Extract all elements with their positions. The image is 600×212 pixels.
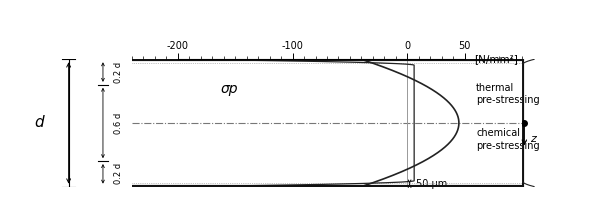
Text: [N/mm²]: [N/mm²] xyxy=(474,54,518,64)
Text: 0.6 d: 0.6 d xyxy=(113,112,122,134)
Text: thermal
pre-stressing: thermal pre-stressing xyxy=(476,82,540,105)
Text: d: d xyxy=(35,116,44,130)
Text: 50 μm: 50 μm xyxy=(416,179,448,189)
Text: chemical
pre-stressing: chemical pre-stressing xyxy=(476,128,540,151)
Text: z: z xyxy=(530,134,536,145)
Text: 0.2 d: 0.2 d xyxy=(113,163,122,184)
Text: 0.2 d: 0.2 d xyxy=(113,61,122,83)
Text: σp: σp xyxy=(221,82,238,96)
